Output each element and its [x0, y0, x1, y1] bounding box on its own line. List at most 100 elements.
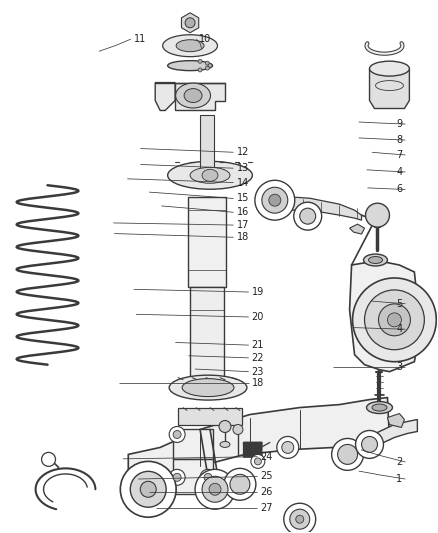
Circle shape [173, 431, 181, 439]
Text: 22: 22 [252, 353, 264, 363]
Text: 19: 19 [252, 287, 264, 297]
Polygon shape [370, 69, 410, 109]
Ellipse shape [368, 256, 382, 263]
Circle shape [169, 470, 185, 486]
Circle shape [294, 202, 321, 230]
Polygon shape [181, 13, 199, 33]
Text: 9: 9 [396, 119, 403, 129]
Circle shape [205, 66, 209, 70]
Circle shape [300, 208, 316, 224]
Text: 16: 16 [237, 207, 249, 217]
Circle shape [208, 63, 212, 68]
Text: 3: 3 [396, 362, 403, 373]
Circle shape [262, 187, 288, 213]
Circle shape [204, 473, 212, 481]
Circle shape [230, 474, 250, 494]
Text: 5: 5 [396, 298, 403, 309]
Ellipse shape [220, 441, 230, 447]
Ellipse shape [370, 61, 410, 76]
Circle shape [224, 469, 256, 500]
Circle shape [219, 421, 231, 432]
Circle shape [198, 68, 202, 72]
Bar [200, 116, 214, 177]
Bar [173, 430, 213, 459]
Circle shape [356, 431, 384, 458]
Circle shape [353, 278, 436, 362]
Circle shape [366, 203, 389, 227]
Bar [178, 408, 242, 425]
Text: 17: 17 [237, 220, 249, 230]
Ellipse shape [202, 169, 218, 181]
Circle shape [173, 473, 181, 481]
Ellipse shape [169, 375, 247, 400]
Bar [190, 287, 224, 382]
Circle shape [198, 59, 202, 63]
Ellipse shape [176, 83, 211, 108]
Text: 18: 18 [237, 232, 249, 243]
Circle shape [130, 471, 166, 507]
Circle shape [233, 424, 243, 434]
Bar [188, 197, 226, 287]
Text: 7: 7 [396, 150, 403, 160]
Text: 8: 8 [396, 135, 403, 145]
Ellipse shape [190, 167, 230, 183]
Text: 23: 23 [252, 367, 264, 377]
Circle shape [338, 445, 357, 464]
Text: 4: 4 [396, 167, 403, 177]
Circle shape [282, 441, 294, 454]
Ellipse shape [184, 88, 202, 102]
Ellipse shape [168, 61, 212, 71]
Polygon shape [175, 83, 225, 110]
Ellipse shape [367, 401, 392, 414]
Text: 12: 12 [237, 147, 249, 157]
Ellipse shape [162, 35, 218, 56]
Bar [173, 459, 213, 494]
Text: 25: 25 [261, 471, 273, 481]
Text: 4: 4 [396, 324, 403, 334]
Ellipse shape [182, 378, 234, 397]
Circle shape [388, 313, 401, 327]
Circle shape [205, 61, 209, 65]
Circle shape [284, 503, 316, 533]
Text: 26: 26 [261, 487, 273, 497]
Text: 6: 6 [396, 184, 403, 195]
Text: 10: 10 [199, 34, 212, 44]
Ellipse shape [372, 404, 387, 411]
Circle shape [42, 453, 56, 466]
Circle shape [277, 437, 299, 458]
Text: 14: 14 [237, 177, 249, 188]
Circle shape [361, 437, 378, 453]
Polygon shape [280, 196, 361, 220]
Ellipse shape [176, 40, 204, 52]
Text: 21: 21 [252, 340, 264, 350]
Polygon shape [350, 262, 417, 372]
Polygon shape [155, 83, 175, 110]
Circle shape [202, 477, 228, 502]
Circle shape [195, 470, 235, 509]
Polygon shape [388, 414, 404, 427]
Text: 20: 20 [252, 312, 264, 322]
Text: 1: 1 [396, 474, 403, 484]
Polygon shape [350, 224, 364, 234]
Text: 18: 18 [252, 378, 264, 389]
Circle shape [290, 509, 310, 529]
Text: 24: 24 [261, 451, 273, 462]
Circle shape [251, 455, 265, 469]
Polygon shape [128, 398, 389, 479]
Circle shape [296, 515, 304, 523]
Circle shape [364, 290, 424, 350]
Circle shape [209, 483, 221, 495]
Polygon shape [364, 419, 417, 449]
Text: 11: 11 [134, 34, 146, 44]
Circle shape [120, 462, 176, 517]
Ellipse shape [364, 254, 388, 266]
Circle shape [255, 180, 295, 220]
Circle shape [169, 426, 185, 442]
Circle shape [378, 304, 410, 336]
Circle shape [332, 439, 364, 470]
Text: 27: 27 [261, 503, 273, 513]
Text: 15: 15 [237, 193, 249, 204]
Circle shape [254, 458, 261, 465]
Text: 2: 2 [396, 457, 403, 467]
Circle shape [269, 194, 281, 206]
